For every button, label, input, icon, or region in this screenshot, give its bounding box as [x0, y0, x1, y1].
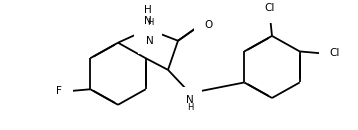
- Text: Cl: Cl: [330, 48, 340, 58]
- Text: O: O: [204, 20, 212, 30]
- Text: H
N: H N: [144, 5, 152, 26]
- Text: N: N: [186, 95, 194, 105]
- Text: N: N: [146, 36, 154, 46]
- Text: Cl: Cl: [265, 3, 275, 13]
- Text: F: F: [57, 86, 62, 96]
- Text: H: H: [147, 18, 153, 27]
- Text: H: H: [187, 103, 193, 112]
